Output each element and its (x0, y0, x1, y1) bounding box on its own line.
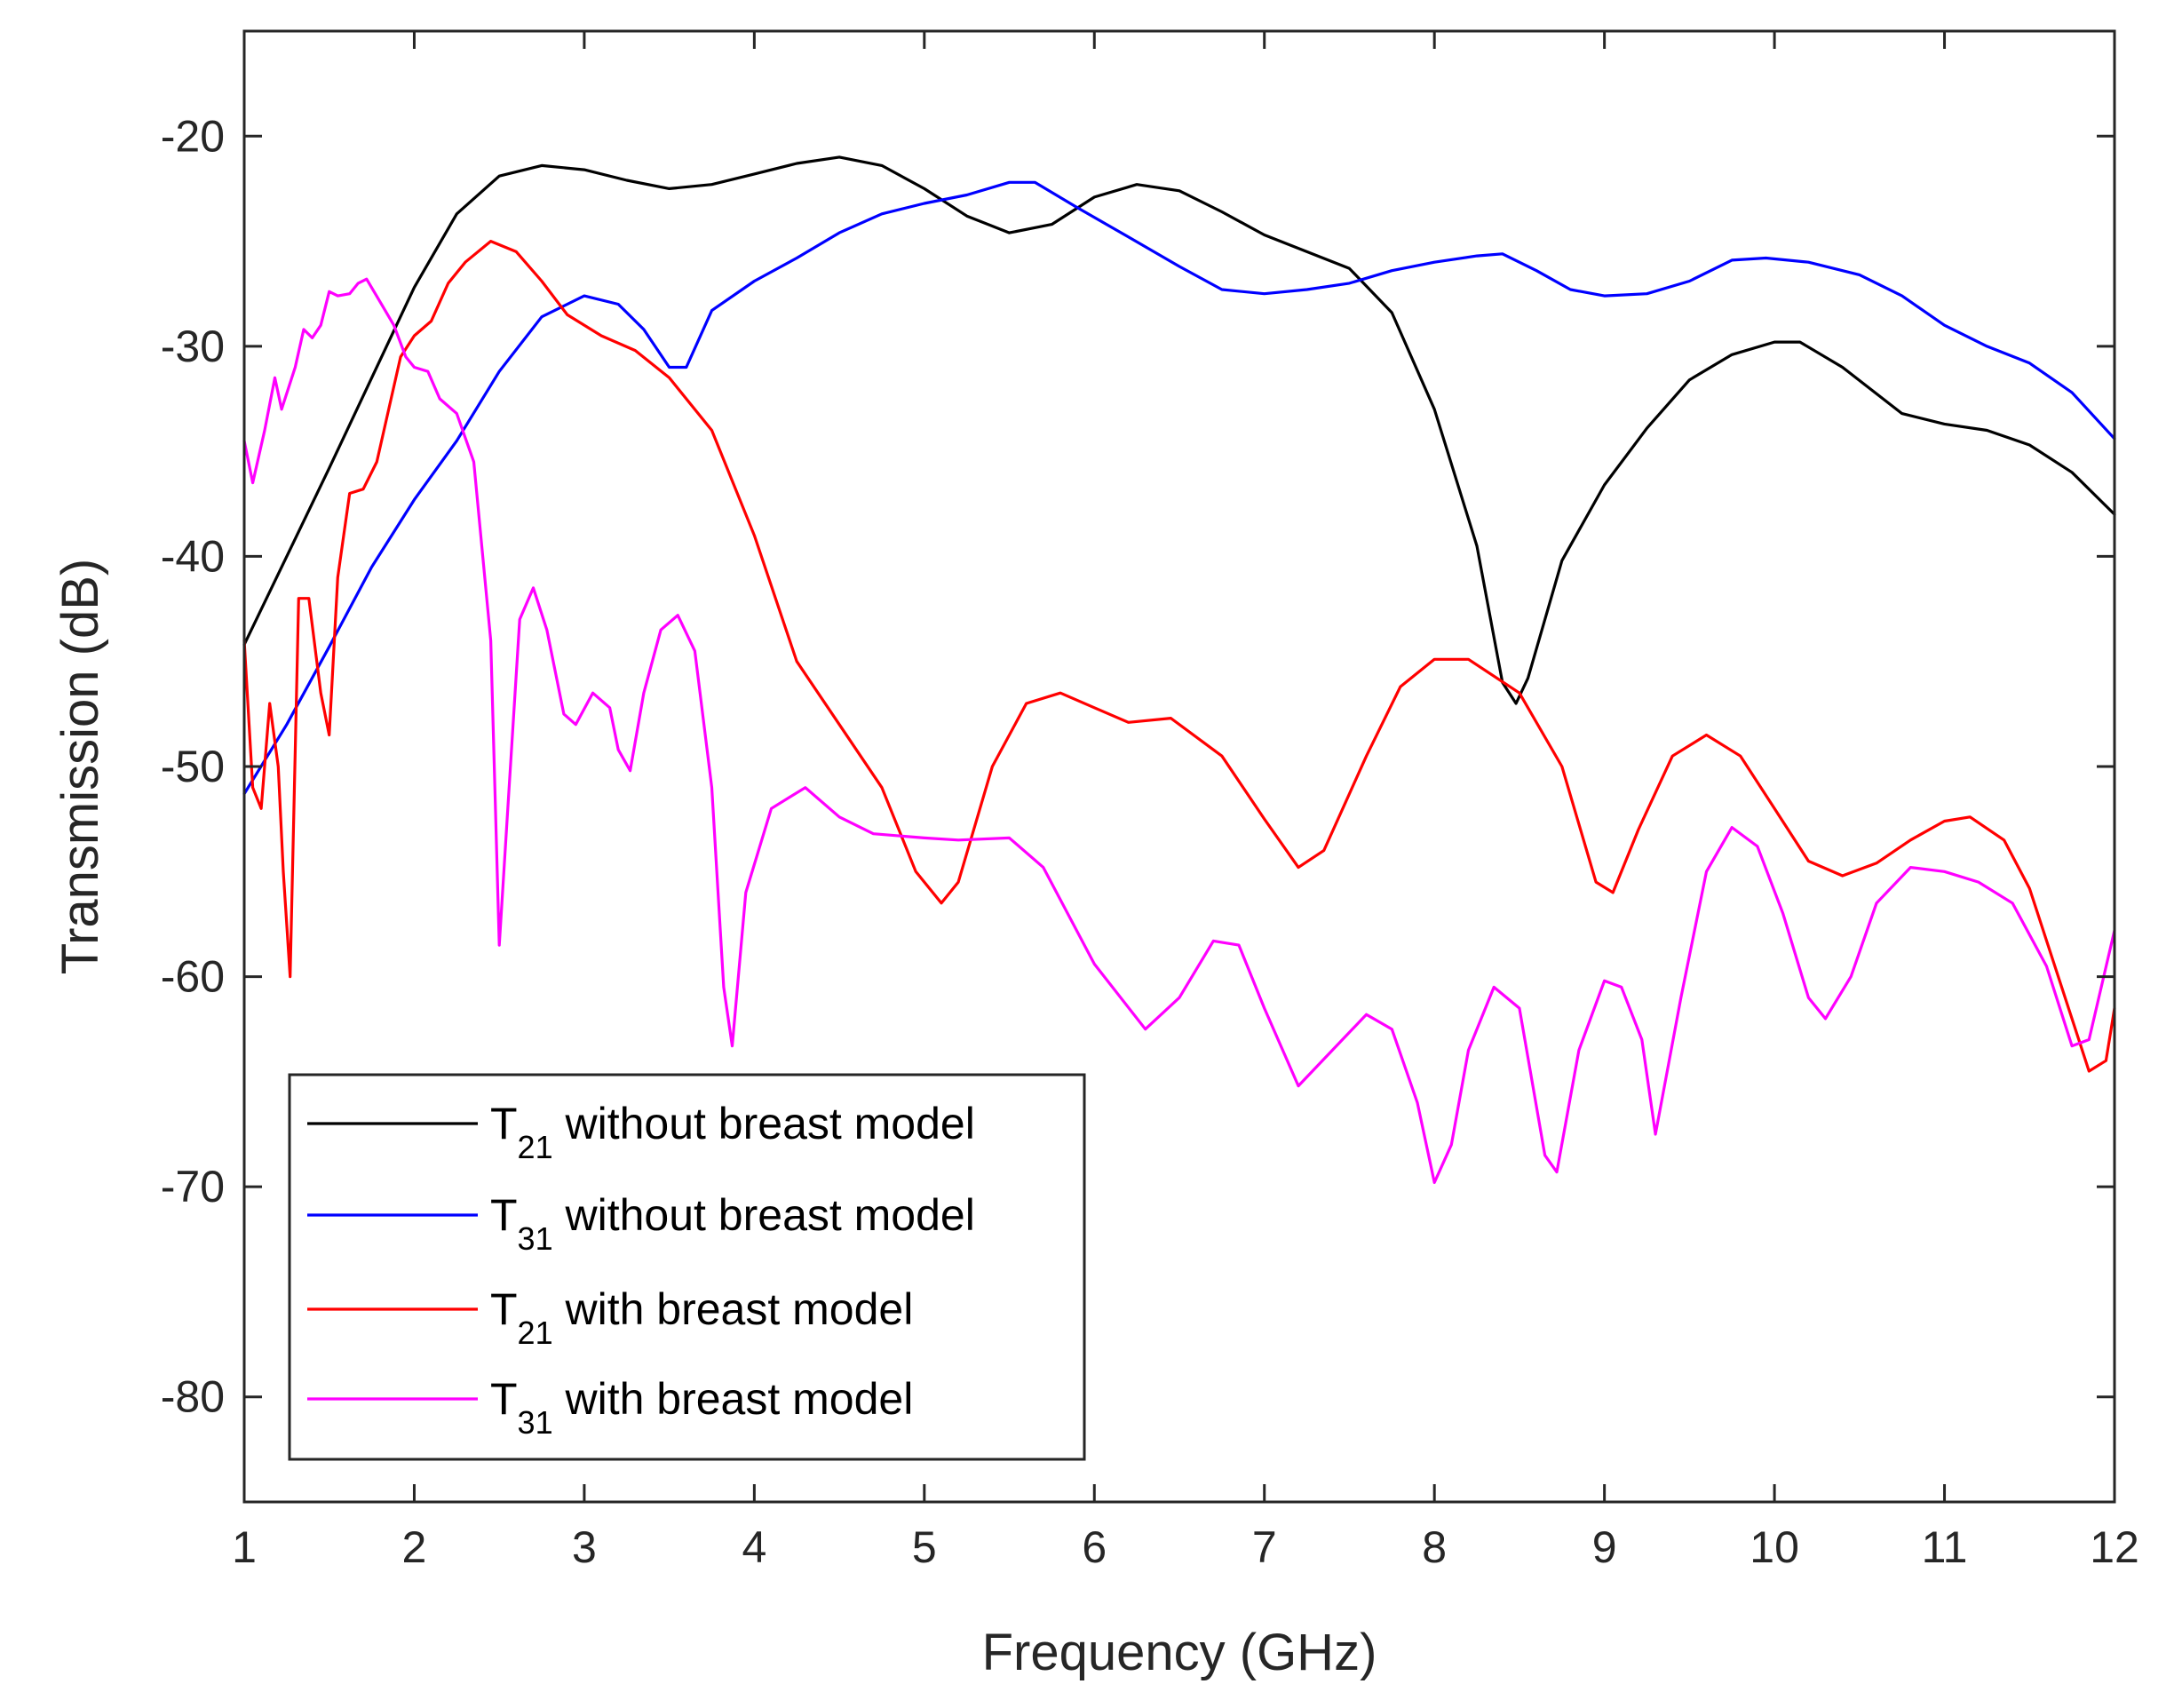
series-line-1 (242, 155, 2116, 705)
x-tick-label: 9 (1592, 1522, 1617, 1572)
y-tick-label: -60 (161, 952, 225, 1002)
y-tick-label: -70 (161, 1162, 225, 1211)
y-tick-label: -20 (161, 111, 225, 161)
x-tick-label: 6 (1082, 1522, 1107, 1572)
y-tick-label: -30 (161, 322, 225, 371)
legend-label-1: T21 without breast model (490, 1099, 975, 1165)
x-tick-label: 10 (1750, 1522, 1799, 1572)
legend: T21 without breast model T31 without brea… (288, 1073, 1086, 1461)
x-tick-label: 2 (402, 1522, 427, 1572)
series-line-3 (242, 240, 2116, 1073)
series-layer (242, 155, 2116, 1184)
x-tick-label: 1 (232, 1522, 257, 1572)
x-axis-label: Frequency (GHz) (982, 1624, 1377, 1681)
plot-frame (242, 29, 2116, 1504)
series-line-4 (242, 277, 2116, 1184)
legend-box (288, 1073, 1086, 1461)
legend-label-4: T31 with breast model (490, 1374, 913, 1441)
x-tick-label: 8 (1422, 1522, 1447, 1572)
ticks-layer: 1 2 3 4 5 6 7 8 9 10 11 12-80-70-60-50-40-30-20 (161, 31, 2139, 1572)
x-tick-label: 7 (1252, 1522, 1277, 1572)
y-tick-label: -80 (161, 1372, 225, 1422)
x-tick-label: 5 (912, 1522, 937, 1572)
y-tick-label: -50 (161, 742, 225, 791)
x-tick-label: 11 (1922, 1522, 1968, 1572)
x-tick-label: 4 (742, 1522, 766, 1572)
series-line-2 (242, 180, 2116, 796)
x-tick-label: 12 (2090, 1522, 2139, 1572)
y-tick-label: -40 (161, 531, 225, 581)
legend-label-3: T21 with breast model (490, 1284, 913, 1351)
y-axis-label: Transmission (dB) (52, 559, 109, 974)
x-tick-label: 3 (572, 1522, 597, 1572)
legend-label-2: T31 without breast model (490, 1190, 975, 1257)
